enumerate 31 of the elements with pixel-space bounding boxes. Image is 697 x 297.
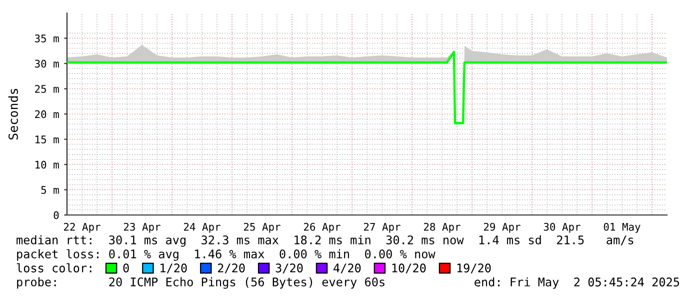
x-tick-label: 29 Apr [484, 222, 520, 233]
text: end: Fri May 2 05:45:24 2025 [474, 277, 680, 289]
y-tick-label: 0 [54, 211, 59, 220]
legend-label: 2/20 [218, 264, 245, 274]
x-tick-label: 28 Apr [424, 222, 460, 233]
text: probe: 20 ICMP Echo Pings (56 Bytes) every 60s [17, 277, 384, 289]
y-tick-label: 30 m [34, 60, 59, 68]
y-tick-label: 10 m [36, 160, 59, 169]
y-tick-label: 25 m [35, 85, 59, 93]
y-tick-label: 15 m [36, 136, 59, 144]
legend-label: 1/20 [160, 264, 187, 274]
legend-label: 19/20 [457, 264, 491, 274]
x-tick-label: 22 Apr [64, 222, 100, 233]
y-tick-label: 5 m [41, 186, 59, 194]
x-tick-label: 25 Apr [244, 222, 280, 233]
text: loss color: [16, 263, 92, 272]
y-tick-label: 35 m [34, 34, 59, 42]
y-axis-title: Seconds [8, 88, 18, 140]
text: median rtt: 30.1 ms avg 32.3 ms max 18.2 ms min 30.2 ms now 1.4 ms sd 21.5 am/s [16, 235, 634, 247]
legend-label: 10/20 [392, 264, 426, 274]
x-tick-label: 01 May [604, 222, 640, 233]
x-tick-label: 24 Apr [184, 222, 220, 233]
x-tick-label: 30 Apr [544, 222, 580, 233]
text: packet loss: 0.01 % avg 1.46 % max 0.00 % min 0.00 % now [17, 249, 436, 261]
x-tick-label: 26 Apr [304, 222, 340, 233]
x-tick-label: 23 Apr [124, 222, 160, 233]
legend-label: 0 [123, 264, 129, 272]
x-tick-label: 27 Apr [364, 222, 400, 233]
legend-label: 3/20 [276, 264, 303, 274]
legend-label: 4/20 [334, 264, 361, 274]
y-tick-label: 20 m [35, 110, 59, 118]
